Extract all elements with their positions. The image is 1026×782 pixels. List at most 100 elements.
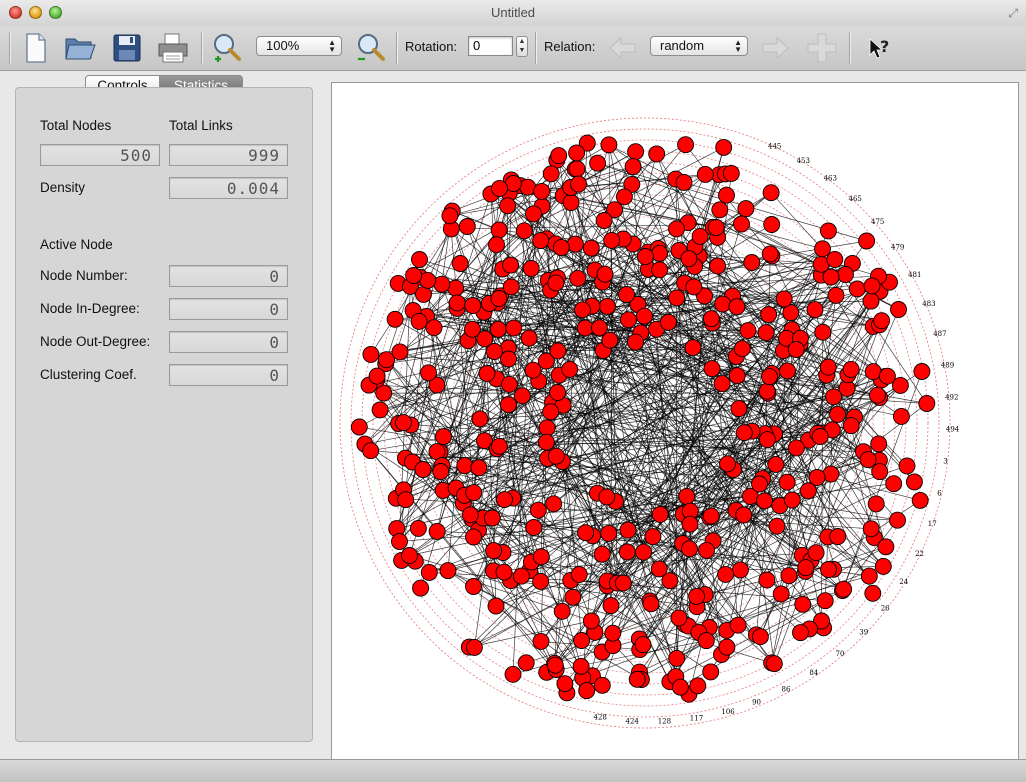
graph-node[interactable]: [716, 139, 732, 155]
graph-node[interactable]: [732, 562, 748, 578]
graph-node[interactable]: [795, 596, 811, 612]
graph-node[interactable]: [410, 520, 426, 536]
graph-node[interactable]: [899, 458, 915, 474]
graph-node[interactable]: [551, 148, 567, 164]
graph-node[interactable]: [788, 440, 804, 456]
graph-node[interactable]: [518, 655, 534, 671]
fullscreen-icon[interactable]: ⤢: [1008, 6, 1018, 21]
graph-node[interactable]: [449, 295, 465, 311]
graph-node[interactable]: [363, 346, 379, 362]
graph-node[interactable]: [578, 525, 594, 541]
graph-node[interactable]: [690, 678, 706, 694]
graph-node[interactable]: [682, 516, 698, 532]
graph-node[interactable]: [500, 198, 516, 214]
graph-node[interactable]: [820, 359, 836, 375]
graph-node[interactable]: [836, 581, 852, 597]
graph-node[interactable]: [815, 324, 831, 340]
graph-node[interactable]: [539, 420, 555, 436]
graph-node[interactable]: [830, 529, 846, 545]
graph-node[interactable]: [554, 603, 570, 619]
graph-node[interactable]: [363, 443, 379, 459]
graph-node[interactable]: [543, 404, 559, 420]
graph-node[interactable]: [465, 298, 481, 314]
graph-node[interactable]: [652, 506, 668, 522]
graph-node[interactable]: [912, 492, 928, 508]
graph-node[interactable]: [513, 568, 529, 584]
graph-node[interactable]: [398, 492, 414, 508]
open-folder-icon[interactable]: [63, 31, 97, 65]
graph-node[interactable]: [619, 544, 635, 560]
graph-node[interactable]: [820, 223, 836, 239]
zoom-in-icon[interactable]: [210, 31, 244, 65]
graph-node[interactable]: [652, 245, 668, 261]
graph-node[interactable]: [815, 241, 831, 257]
graph-node[interactable]: [506, 320, 522, 336]
graph-node[interactable]: [635, 637, 651, 653]
graph-node[interactable]: [466, 485, 482, 501]
graph-node[interactable]: [681, 251, 697, 267]
graph-node[interactable]: [471, 460, 487, 476]
graph-node[interactable]: [781, 568, 797, 584]
graph-node[interactable]: [526, 206, 542, 222]
graph-node[interactable]: [752, 629, 768, 645]
graph-node[interactable]: [603, 598, 619, 614]
graph-node[interactable]: [821, 562, 837, 578]
graph-node[interactable]: [433, 464, 449, 480]
graph-node[interactable]: [703, 311, 719, 327]
graph-node[interactable]: [526, 520, 542, 536]
graph-node[interactable]: [548, 275, 564, 291]
next-relation-arrow-icon[interactable]: [758, 31, 792, 65]
graph-node[interactable]: [571, 176, 587, 192]
graph-node[interactable]: [645, 529, 661, 545]
graph-node[interactable]: [679, 488, 695, 504]
graph-node[interactable]: [761, 307, 777, 323]
graph-node[interactable]: [464, 321, 480, 337]
graph-node[interactable]: [731, 401, 747, 417]
graph-node[interactable]: [809, 470, 825, 486]
graph-node[interactable]: [919, 396, 935, 412]
graph-node[interactable]: [759, 572, 775, 588]
graph-node[interactable]: [734, 216, 750, 232]
graph-node[interactable]: [599, 489, 615, 505]
graph-node[interactable]: [489, 237, 505, 253]
graph-node[interactable]: [525, 362, 541, 378]
graph-node[interactable]: [871, 436, 887, 452]
graph-node[interactable]: [533, 633, 549, 649]
graph-node[interactable]: [652, 262, 668, 278]
new-document-icon[interactable]: [18, 31, 52, 65]
graph-node[interactable]: [599, 298, 615, 314]
graph-node[interactable]: [523, 261, 539, 277]
previous-relation-arrow-icon[interactable]: [606, 31, 640, 65]
graph-node[interactable]: [516, 223, 532, 239]
graph-node[interactable]: [550, 343, 566, 359]
relation-select[interactable]: random ▲▼: [650, 36, 748, 56]
graph-node[interactable]: [826, 389, 842, 405]
graph-node[interactable]: [553, 240, 569, 256]
graph-node[interactable]: [868, 496, 884, 512]
save-disk-icon[interactable]: [110, 31, 144, 65]
graph-node[interactable]: [574, 633, 590, 649]
graph-node[interactable]: [830, 406, 846, 422]
graph-node[interactable]: [594, 546, 610, 562]
graph-node[interactable]: [863, 293, 879, 309]
graph-node[interactable]: [671, 610, 687, 626]
graph-node[interactable]: [776, 291, 792, 307]
graph-node[interactable]: [788, 342, 804, 358]
graph-node[interactable]: [780, 363, 796, 379]
whats-this-help-icon[interactable]: ?: [862, 31, 896, 65]
graph-node[interactable]: [699, 542, 715, 558]
graph-node[interactable]: [573, 658, 589, 674]
graph-node[interactable]: [503, 257, 519, 273]
graph-node[interactable]: [413, 580, 429, 596]
graph-node[interactable]: [710, 258, 726, 274]
graph-node[interactable]: [402, 548, 418, 564]
graph-node[interactable]: [396, 415, 412, 431]
graph-node[interactable]: [472, 411, 488, 427]
graph-node[interactable]: [779, 474, 795, 490]
graph-node[interactable]: [490, 321, 506, 337]
graph-node[interactable]: [823, 269, 839, 285]
graph-node[interactable]: [893, 408, 909, 424]
graph-node[interactable]: [583, 613, 599, 629]
graph-node[interactable]: [486, 543, 502, 559]
graph-node[interactable]: [546, 496, 562, 512]
